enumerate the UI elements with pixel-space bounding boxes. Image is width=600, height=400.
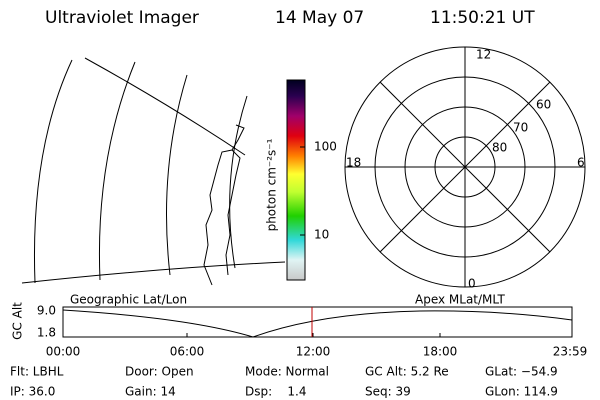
status-field: Flt: LBHL	[10, 365, 64, 379]
y-tick-label: 9.0	[37, 304, 56, 318]
colorbar-tick-label: 10	[314, 228, 329, 242]
mlt-label: 12	[476, 48, 491, 62]
altitude-curve	[62, 309, 573, 338]
status-field: Seq: 39	[365, 385, 411, 399]
strip-label: Geographic Lat/Lon	[70, 293, 187, 307]
status-field: GC Alt: 5.2 Re	[365, 365, 449, 379]
status-field: Dsp: 1.4	[245, 385, 307, 399]
x-ticks	[186, 333, 441, 337]
x-tick-label: 18:00	[423, 345, 458, 359]
x-tick-label: 06:00	[170, 345, 205, 359]
status-field: Mode: Normal	[245, 365, 329, 379]
y-tick-label: 1.8	[37, 326, 56, 340]
map-grid	[21, 57, 286, 286]
x-tick-label: 23:59	[553, 345, 588, 359]
lat-label: 80	[492, 141, 507, 155]
colorbar-tick-label: 100	[314, 140, 337, 154]
polar-grid	[344, 46, 586, 288]
strip-label: Apex MLat/MLT	[415, 293, 505, 307]
axis-label: GC Alt	[11, 302, 25, 340]
colorbar	[286, 79, 306, 281]
mlt-label: 18	[346, 156, 361, 170]
mlt-label: 6	[577, 156, 585, 170]
mlt-label: 0	[468, 277, 476, 291]
footer: Flt: LBHL Door: Open Mode: Normal GC Alt: 5…	[10, 365, 558, 399]
status-field: Door: Open	[125, 365, 194, 379]
status-field: GLon: 114.9	[485, 385, 558, 399]
status-field: Gain: 14	[125, 385, 176, 399]
status-field: GLat: −54.9	[485, 365, 558, 379]
instrument: Ultraviolet Imager	[45, 8, 199, 28]
x-tick-label: 12:00	[296, 345, 331, 359]
lat-label: 70	[513, 121, 528, 135]
colorbar-label: photon cm⁻²s⁻¹	[265, 138, 279, 231]
lat-label: 60	[536, 98, 551, 112]
time: 11:50:21 UT	[430, 8, 535, 28]
strip-frame	[62, 306, 573, 338]
status-field: IP: 36.0	[10, 385, 55, 399]
x-tick-label: 00:00	[46, 345, 81, 359]
date: 14 May 07	[275, 8, 364, 28]
